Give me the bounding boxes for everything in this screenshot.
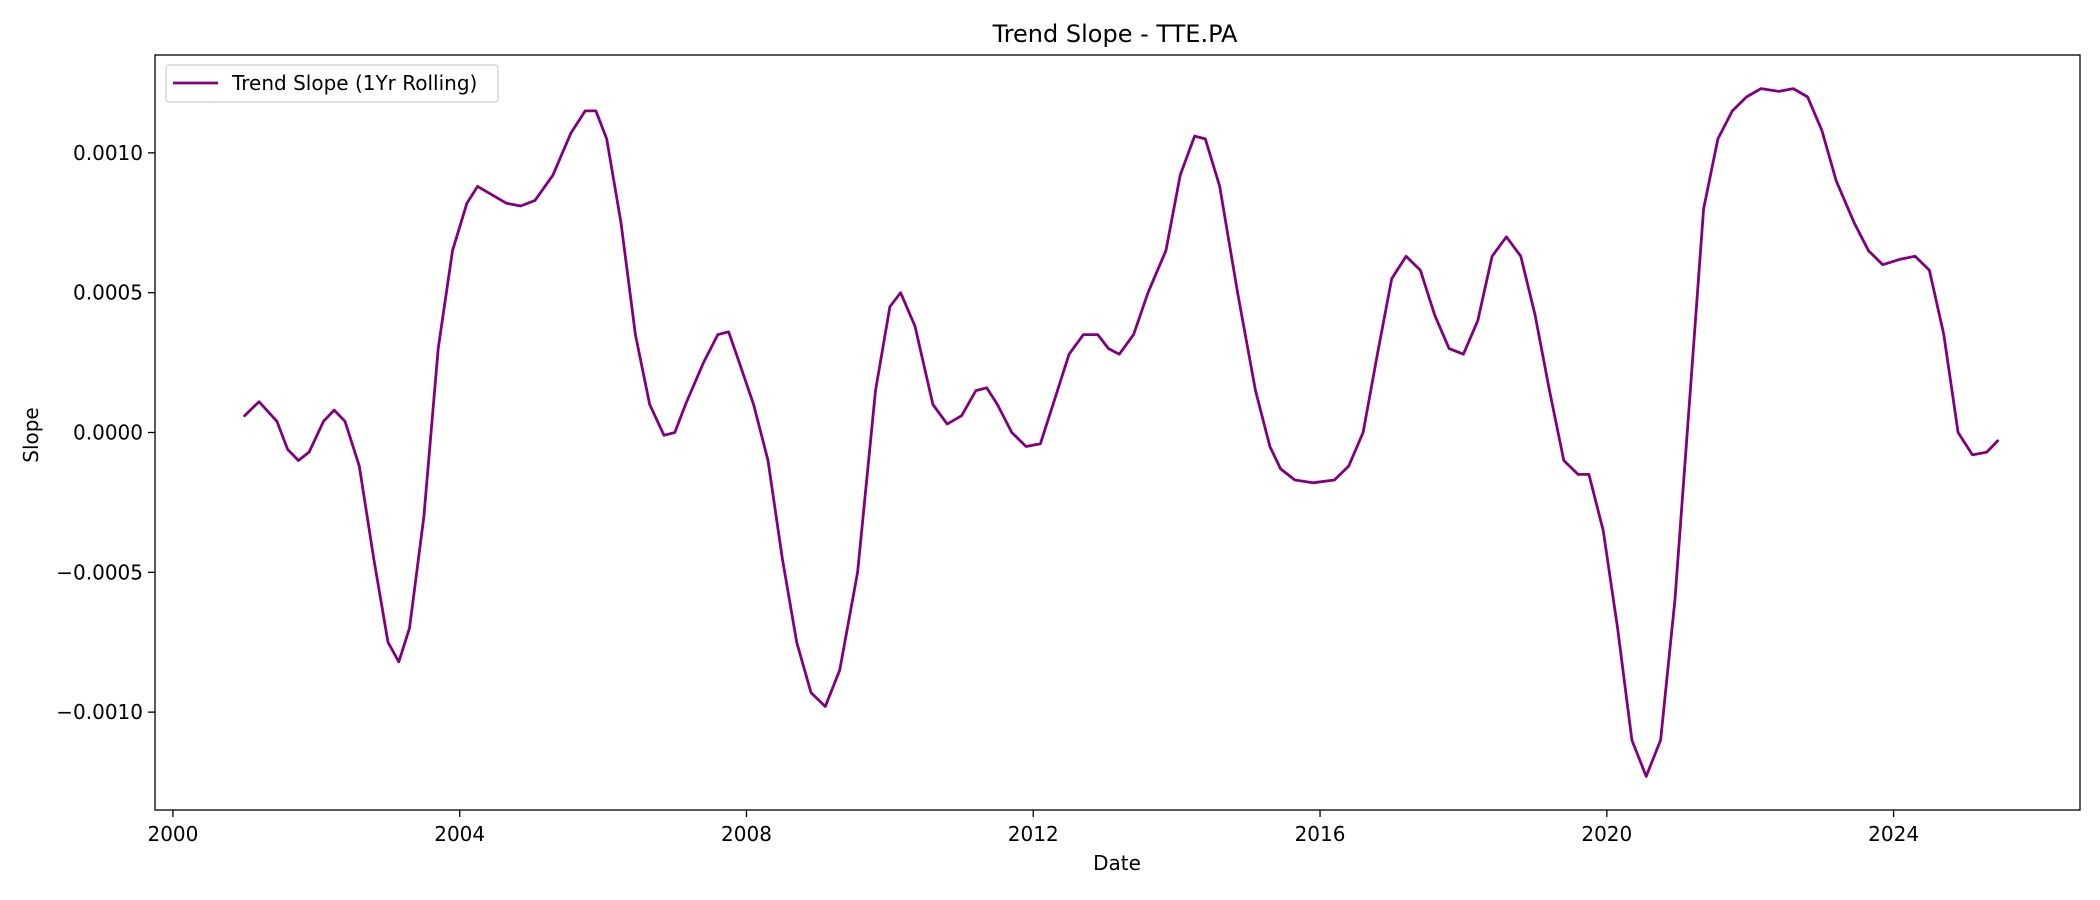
x-tick-label: 2000	[147, 822, 198, 846]
x-tick-label: 2008	[721, 822, 772, 846]
legend: Trend Slope (1Yr Rolling)	[165, 64, 499, 103]
x-axis: 2000 2004 2008 2012 2016 2020 2024	[147, 810, 1919, 846]
x-tick-label: 2012	[1008, 822, 1059, 846]
y-tick-label: 0.0010	[73, 141, 143, 165]
y-tick-label: 0.0000	[73, 421, 143, 445]
chart-title: Trend Slope - TTE.PA	[992, 20, 1238, 48]
x-tick-label: 2024	[1868, 822, 1919, 846]
y-tick-label: −0.0010	[56, 700, 143, 724]
y-axis-label: Slope	[19, 407, 43, 463]
y-axis: 0.0010 0.0005 0.0000 −0.0005 −0.0010	[56, 141, 155, 724]
series-line-trend-slope	[243, 87, 1999, 778]
legend-box	[165, 64, 499, 103]
x-tick-label: 2016	[1295, 822, 1346, 846]
x-tick-label: 2004	[434, 822, 485, 846]
plot-area	[154, 54, 2081, 811]
y-tick-label: −0.0005	[56, 560, 143, 584]
legend-label: Trend Slope (1Yr Rolling)	[231, 71, 477, 95]
x-tick-label: 2020	[1581, 822, 1632, 846]
plot-frame	[154, 54, 2081, 811]
x-axis-label: Date	[1093, 851, 1141, 875]
y-tick-label: 0.0005	[73, 281, 143, 305]
